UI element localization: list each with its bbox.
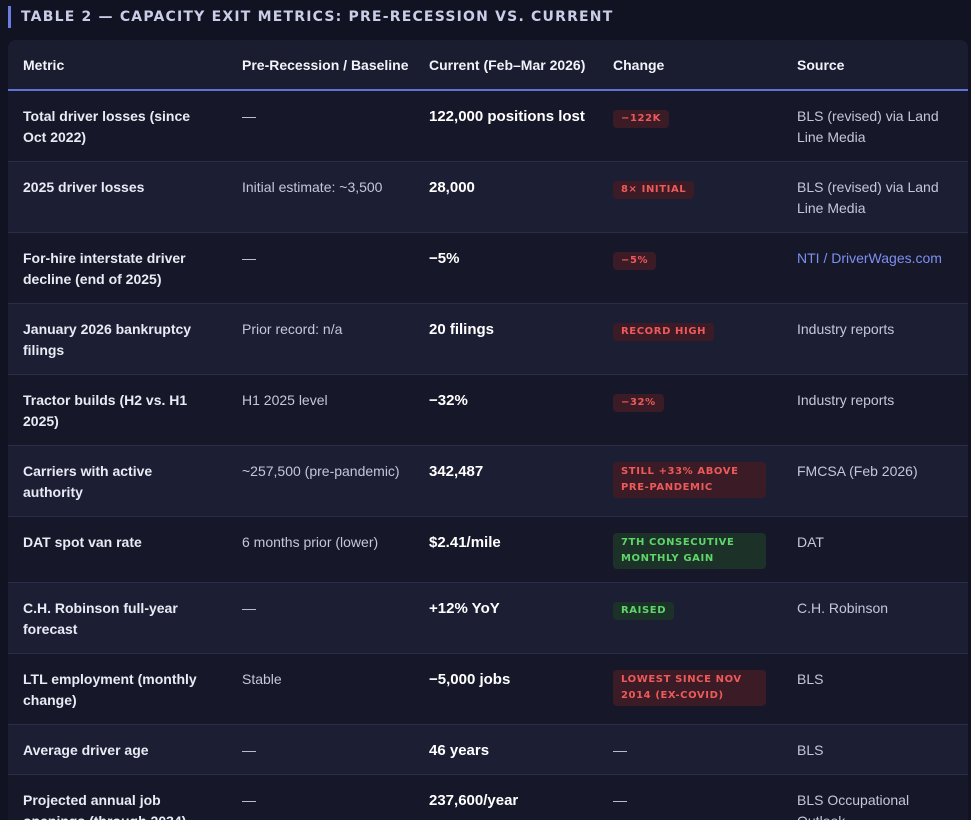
source-text: DAT xyxy=(797,534,824,550)
current-value-cell: 342,487 xyxy=(414,446,598,517)
change-cell: −122K xyxy=(598,90,782,162)
change-badge: Record high xyxy=(613,323,714,341)
source-cell: NTI / DriverWages.com xyxy=(782,233,968,304)
table-row: LTL employment (monthly change)Stable−5,… xyxy=(8,654,968,725)
table-header-row: Metric Pre-Recession / Baseline Current … xyxy=(8,40,968,90)
table-body: Total driver losses (since Oct 2022)—122… xyxy=(8,90,968,820)
change-cell: 8× initial xyxy=(598,162,782,233)
source-cell: FMCSA (Feb 2026) xyxy=(782,446,968,517)
current-value-cell: −5% xyxy=(414,233,598,304)
current-value-cell: 46 years xyxy=(414,725,598,775)
baseline-cell: — xyxy=(227,725,414,775)
source-cell: Industry reports xyxy=(782,304,968,375)
change-cell: Lowest since Nov 2014 (ex-COVID) xyxy=(598,654,782,725)
change-cell: −32% xyxy=(598,375,782,446)
baseline-cell: — xyxy=(227,775,414,820)
metric-cell: LTL employment (monthly change) xyxy=(8,654,227,725)
change-badge: Raised xyxy=(613,602,674,620)
current-value-cell: 122,000 positions lost xyxy=(414,90,598,162)
change-badge: 8× initial xyxy=(613,181,694,199)
change-badge: Lowest since Nov 2014 (ex-COVID) xyxy=(613,670,766,706)
table-row: Projected annual job openings (through 2… xyxy=(8,775,968,820)
change-cell: — xyxy=(598,725,782,775)
table-row: Average driver age—46 years—BLS xyxy=(8,725,968,775)
source-cell: BLS (revised) via Land Line Media xyxy=(782,162,968,233)
metric-cell: Carriers with active authority xyxy=(8,446,227,517)
change-cell: — xyxy=(598,775,782,820)
source-text: BLS xyxy=(797,742,823,758)
change-badge: −5% xyxy=(613,252,656,270)
table-row: C.H. Robinson full-year forecast—+12% Yo… xyxy=(8,583,968,654)
current-value-cell: 20 filings xyxy=(414,304,598,375)
baseline-cell: — xyxy=(227,233,414,304)
source-cell: BLS Occupational Outlook xyxy=(782,775,968,820)
column-header-source: Source xyxy=(782,40,968,90)
source-text: Industry reports xyxy=(797,321,894,337)
baseline-cell: ~257,500 (pre-pandemic) xyxy=(227,446,414,517)
metric-cell: C.H. Robinson full-year forecast xyxy=(8,583,227,654)
baseline-cell: — xyxy=(227,583,414,654)
column-header-change: Change xyxy=(598,40,782,90)
table-row: Tractor builds (H2 vs. H1 2025)H1 2025 l… xyxy=(8,375,968,446)
change-badge: Still +33% above pre-pandemic xyxy=(613,462,766,498)
table-row: Total driver losses (since Oct 2022)—122… xyxy=(8,90,968,162)
source-text: C.H. Robinson xyxy=(797,600,888,616)
metric-cell: For-hire interstate driver decline (end … xyxy=(8,233,227,304)
metric-cell: January 2026 bankruptcy filings xyxy=(8,304,227,375)
metric-cell: Total driver losses (since Oct 2022) xyxy=(8,90,227,162)
change-cell: Record high xyxy=(598,304,782,375)
current-value-cell: −32% xyxy=(414,375,598,446)
source-cell: C.H. Robinson xyxy=(782,583,968,654)
source-text: BLS xyxy=(797,671,823,687)
change-badge: −32% xyxy=(613,394,664,412)
table-row: For-hire interstate driver decline (end … xyxy=(8,233,968,304)
column-header-metric: Metric xyxy=(8,40,227,90)
capacity-metrics-table-container: Metric Pre-Recession / Baseline Current … xyxy=(8,40,968,820)
change-text: — xyxy=(613,742,627,758)
baseline-cell: 6 months prior (lower) xyxy=(227,517,414,583)
current-value-cell: 237,600/year xyxy=(414,775,598,820)
change-cell: Still +33% above pre-pandemic xyxy=(598,446,782,517)
baseline-cell: — xyxy=(227,90,414,162)
metric-cell: Average driver age xyxy=(8,725,227,775)
source-text: BLS (revised) via Land Line Media xyxy=(797,108,939,145)
change-cell: −5% xyxy=(598,233,782,304)
baseline-cell: H1 2025 level xyxy=(227,375,414,446)
metric-cell: 2025 driver losses xyxy=(8,162,227,233)
metric-cell: Projected annual job openings (through 2… xyxy=(8,775,227,820)
source-cell: Industry reports xyxy=(782,375,968,446)
current-value-cell: $2.41/mile xyxy=(414,517,598,583)
current-value-cell: +12% YoY xyxy=(414,583,598,654)
baseline-cell: Prior record: n/a xyxy=(227,304,414,375)
baseline-cell: Stable xyxy=(227,654,414,725)
change-badge: 7th consecutive monthly gain xyxy=(613,533,766,569)
change-cell: 7th consecutive monthly gain xyxy=(598,517,782,583)
table-row: Carriers with active authority~257,500 (… xyxy=(8,446,968,517)
source-cell: DAT xyxy=(782,517,968,583)
metric-cell: Tractor builds (H2 vs. H1 2025) xyxy=(8,375,227,446)
source-link[interactable]: NTI / DriverWages.com xyxy=(797,250,942,266)
change-cell: Raised xyxy=(598,583,782,654)
source-text: BLS Occupational Outlook xyxy=(797,792,909,820)
change-text: — xyxy=(613,792,627,808)
baseline-cell: Initial estimate: ~3,500 xyxy=(227,162,414,233)
table-caption: TABLE 2 — CAPACITY EXIT METRICS: PRE-REC… xyxy=(8,6,613,28)
column-header-current: Current (Feb–Mar 2026) xyxy=(414,40,598,90)
metric-cell: DAT spot van rate xyxy=(8,517,227,583)
change-badge: −122K xyxy=(613,110,669,128)
source-text: BLS (revised) via Land Line Media xyxy=(797,179,939,216)
current-value-cell: −5,000 jobs xyxy=(414,654,598,725)
source-cell: BLS xyxy=(782,725,968,775)
current-value-cell: 28,000 xyxy=(414,162,598,233)
source-cell: BLS xyxy=(782,654,968,725)
capacity-metrics-table: Metric Pre-Recession / Baseline Current … xyxy=(8,40,968,820)
source-text: Industry reports xyxy=(797,392,894,408)
column-header-baseline: Pre-Recession / Baseline xyxy=(227,40,414,90)
source-text: FMCSA (Feb 2026) xyxy=(797,463,918,479)
source-cell: BLS (revised) via Land Line Media xyxy=(782,90,968,162)
